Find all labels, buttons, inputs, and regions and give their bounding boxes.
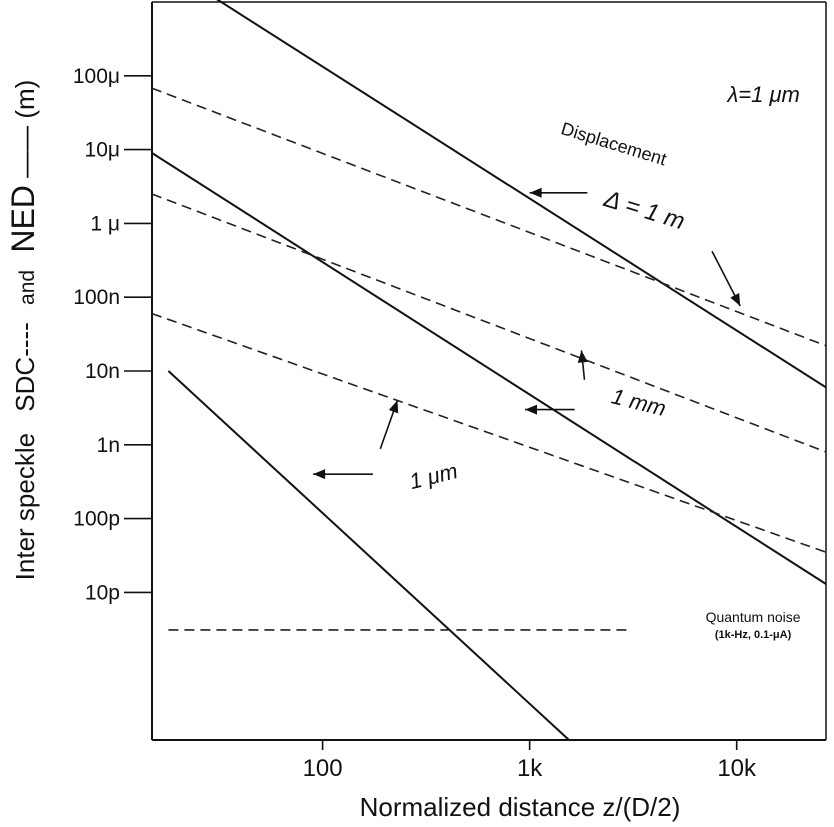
series-line-4 xyxy=(151,193,827,453)
arrow-1um-ned-head xyxy=(313,469,326,480)
x-tick-label: 1k xyxy=(517,755,543,782)
y-tick-label: 100n xyxy=(73,286,120,309)
annotations: λ=1 μm Displacement Δ = 1 m 1 mm 1 μm Quantum… xyxy=(407,82,801,641)
svg-text:Inter speckle SDC----: Inter speckle SDC---- and NED —— (m) xyxy=(5,80,41,581)
x-axis: 100 1k 10k xyxy=(303,740,757,782)
y-tick-label: 1n xyxy=(97,434,120,457)
y-tick-label: 100μ xyxy=(73,65,120,88)
arrow-1mm-sdc-head xyxy=(577,350,588,363)
annotation-label: Δ = 1 m xyxy=(600,185,688,235)
arrow-1um-sdc-head xyxy=(388,400,399,414)
y-tick-label: 10n xyxy=(85,360,120,383)
y-tick-label: 10p xyxy=(85,581,120,604)
arrow-1m-sdc-head xyxy=(730,293,741,306)
y-axis: 10p 100p 1n 10n 100n 1 μ 10μ 100μ xyxy=(73,65,152,604)
y-axis-title-part-2: SDC---- xyxy=(10,322,40,412)
y-tick-label: 10μ xyxy=(85,139,120,162)
y-axis-title: Inter speckle SDC---- and NED —— (m) xyxy=(5,80,41,581)
arrow-1mm-ned-head xyxy=(525,404,538,415)
series-line-1 xyxy=(216,0,827,389)
arrow-1m-ned-head xyxy=(529,187,542,198)
series-layer xyxy=(151,0,827,741)
series-line-2 xyxy=(151,87,827,347)
annotation-arrows xyxy=(313,187,741,480)
y-axis-title-part-3: and xyxy=(16,270,39,305)
x-axis-title: Normalized distance z/(D/2) xyxy=(360,792,681,822)
series-line-6 xyxy=(167,370,570,741)
annotation-label: Quantum noise xyxy=(706,609,801,625)
annotation-label: 1 mm xyxy=(609,384,668,422)
y-tick-label: 1 μ xyxy=(90,212,120,235)
x-tick-label: 100 xyxy=(303,755,343,782)
y-axis-title-part-5: —— (m) xyxy=(10,80,40,178)
annotation-label: (1k-Hz, 0.1-μA) xyxy=(715,629,792,641)
y-tick-label: 100p xyxy=(73,508,120,531)
y-axis-title-part-1: Inter speckle xyxy=(10,433,40,580)
annotation-label: Displacement xyxy=(559,118,669,169)
y-axis-title-part-4: NED xyxy=(5,185,41,253)
x-tick-label: 10k xyxy=(717,755,757,782)
corner-label: λ=1 μm xyxy=(726,82,799,107)
annotation-label: 1 μm xyxy=(407,458,460,494)
series-line-5 xyxy=(151,312,827,553)
